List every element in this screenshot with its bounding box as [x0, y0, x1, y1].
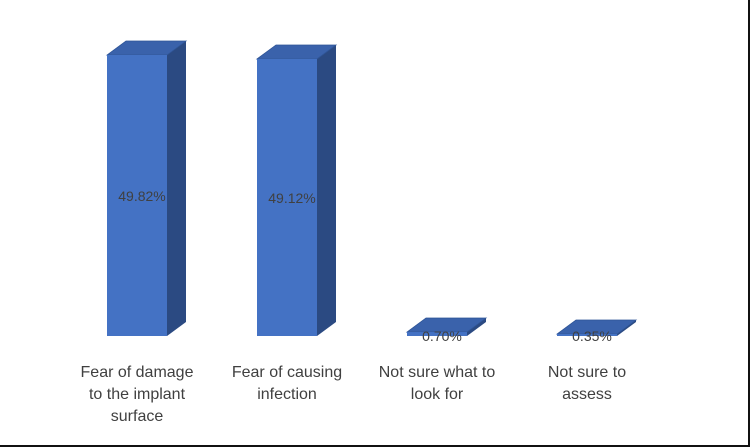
bar-side-1 [167, 41, 186, 337]
category-label-line: to the implant [88, 386, 186, 403]
bar-side-2 [317, 44, 336, 337]
category-label-1: Fear of damage to the implant surface [67, 362, 207, 428]
bar-4 [557, 334, 617, 336]
category-label-line: Fear of damage [80, 364, 194, 381]
bar-3 [407, 332, 467, 336]
category-label-line: Not sure to [547, 364, 627, 381]
category-label-line: infection [257, 386, 317, 403]
data-label-3: 0.70% [422, 328, 462, 344]
data-label-1: 49.82% [118, 188, 165, 204]
bar-1 [107, 55, 167, 337]
category-label-4: Not sure to assess [517, 362, 657, 406]
category-label-line: surface [110, 408, 164, 425]
data-label-2: 49.12% [268, 190, 315, 206]
category-label-line: look for [410, 386, 464, 403]
category-label-2: Fear of causing infection [217, 362, 357, 406]
category-label-line: Fear of causing [231, 364, 343, 381]
category-label-3: Not sure what to look for [367, 362, 507, 406]
category-label-line: assess [562, 386, 612, 403]
data-label-4: 0.35% [572, 328, 612, 344]
category-label-line: Not sure what to [378, 364, 496, 381]
bar-side-3 [467, 318, 486, 336]
bar-2 [257, 58, 317, 337]
